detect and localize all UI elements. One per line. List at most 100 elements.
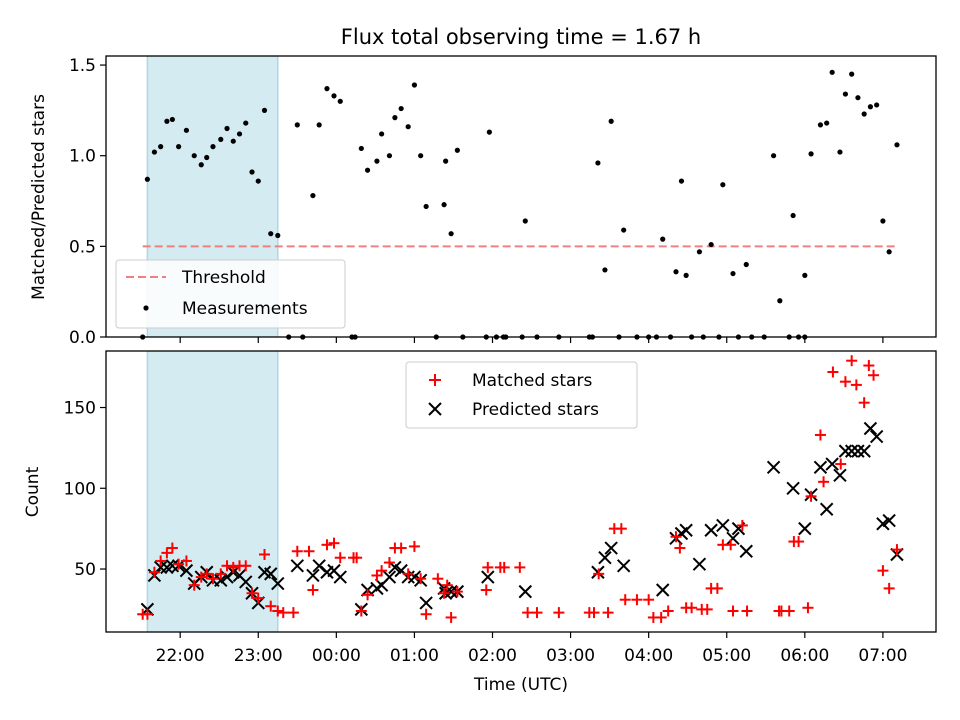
x-tick-label: 06:00 [780, 646, 829, 666]
predicted-point [833, 468, 847, 483]
matched-legend-icon [429, 374, 441, 386]
measurement-point [849, 71, 855, 77]
matched-point [793, 536, 805, 548]
matched-point [805, 490, 817, 502]
matched-point [553, 607, 565, 619]
matched-point [376, 565, 388, 577]
measurement-point [418, 153, 424, 159]
measurement-point [777, 298, 783, 304]
measurement-point [398, 105, 404, 112]
matched-point [727, 605, 739, 617]
matched-point [531, 607, 543, 619]
matched-point [408, 540, 420, 552]
matched-point [441, 579, 453, 591]
matched-point [858, 397, 870, 409]
matched-point [328, 537, 340, 549]
predicted-point [679, 523, 693, 537]
measurement-point [817, 122, 824, 128]
predicted-point [726, 531, 740, 546]
measurement-point [316, 122, 322, 128]
measurement-point [164, 118, 170, 124]
matched-point [303, 545, 315, 557]
matched-point [674, 542, 686, 554]
y-tick-label: 1.0 [69, 147, 96, 167]
matched-point [362, 589, 374, 601]
measurement-point [386, 153, 393, 159]
predicted-point [419, 596, 433, 610]
measurement-point [730, 270, 736, 277]
matched-point [291, 545, 303, 557]
predicted-point [882, 513, 896, 528]
measurement-point [310, 192, 316, 199]
measurement-point [595, 160, 601, 166]
shaded-interval [147, 351, 278, 632]
predicted-point [869, 429, 884, 444]
matched-point [619, 594, 631, 606]
predicted-point [656, 583, 670, 597]
x-tick-label: 03:00 [546, 646, 595, 666]
x-tick-label: 05:00 [702, 646, 751, 666]
matched-point [415, 573, 427, 585]
predicted-point [704, 523, 718, 537]
measurement-point [678, 178, 685, 184]
x-axis-label: Time (UTC) [473, 675, 568, 695]
count-legend-frame [405, 361, 638, 429]
measurement-point [660, 236, 666, 242]
predicted-point [616, 559, 631, 573]
predicted-point [863, 421, 878, 436]
predicted-point [239, 575, 253, 589]
matched-point [438, 587, 450, 599]
matched-point [480, 584, 492, 596]
matched-point [371, 569, 383, 581]
predicted-point [739, 544, 753, 558]
predicted-legend-label: Predicted stars [472, 400, 599, 420]
ratio-panel-frame [105, 55, 937, 338]
matched-point [240, 560, 252, 572]
measurement-point [210, 144, 216, 150]
matched-point [593, 568, 605, 580]
measurement-point [275, 232, 281, 239]
measurement-point [358, 145, 364, 152]
x-tick-label: 22:00 [156, 646, 205, 666]
matched-point [402, 568, 414, 580]
measurement-point [255, 178, 261, 184]
matched-point [166, 542, 178, 554]
x-tick-label: 00:00 [312, 646, 361, 666]
measurement-point [331, 93, 337, 99]
matched-point [655, 611, 667, 623]
measurement-point [861, 111, 867, 117]
x-tick-label: 01:00 [390, 646, 439, 666]
x-tick-label: 02:00 [468, 646, 517, 666]
measurement-point [324, 86, 330, 92]
matched-point [445, 611, 457, 623]
measurement-point [790, 212, 796, 219]
matched-point [736, 519, 748, 531]
measurement-point [411, 82, 418, 88]
measurement-point [894, 142, 900, 148]
predicted-point [798, 521, 812, 536]
matched-point [383, 557, 395, 569]
measurement-point [183, 127, 190, 133]
predicted-point [786, 481, 800, 495]
predicted-point [838, 444, 853, 458]
predicted-legend-icon [428, 402, 442, 416]
matched-point [420, 608, 432, 620]
matched-point [522, 607, 534, 619]
matched-point [227, 561, 239, 573]
count-legend: Matched stars Predicted stars [405, 361, 638, 429]
predicted-point [604, 541, 618, 555]
measurement-point [683, 272, 689, 278]
measurement-point [770, 153, 777, 159]
ratio-legend-frame [115, 259, 346, 329]
measurement-point [364, 167, 371, 173]
predicted-point [851, 444, 865, 458]
y-tick-label: 1.5 [69, 56, 96, 76]
measurement-point [855, 95, 861, 101]
predicted-point [306, 568, 320, 583]
matched-point [395, 542, 407, 554]
matched-point [891, 544, 903, 556]
predicted-point [716, 518, 730, 533]
measurement-point [824, 120, 830, 126]
matched-point [161, 547, 173, 559]
